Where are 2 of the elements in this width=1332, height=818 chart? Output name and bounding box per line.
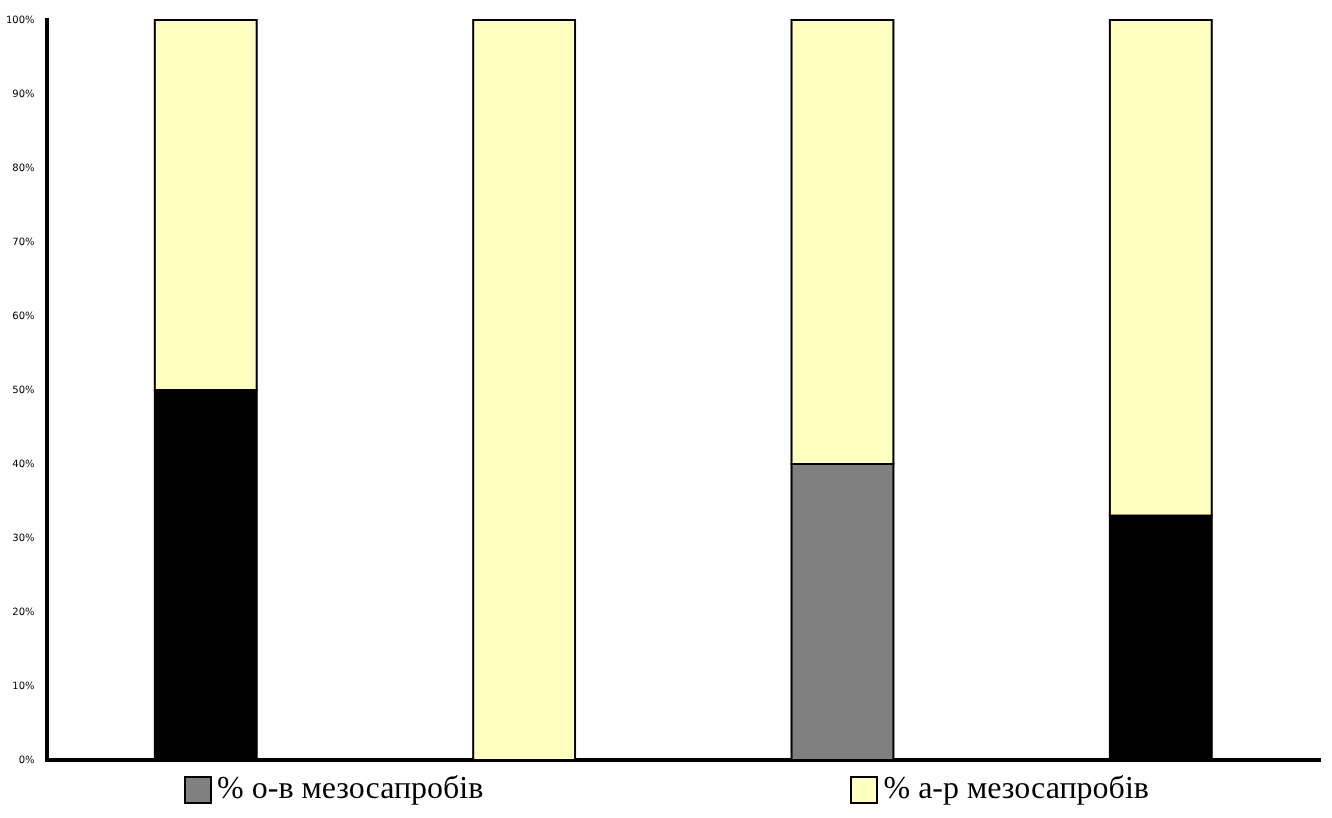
legend-label: % о-в мезосапробів <box>217 772 484 808</box>
legend-label: % а-р мезосапробів <box>883 772 1149 808</box>
